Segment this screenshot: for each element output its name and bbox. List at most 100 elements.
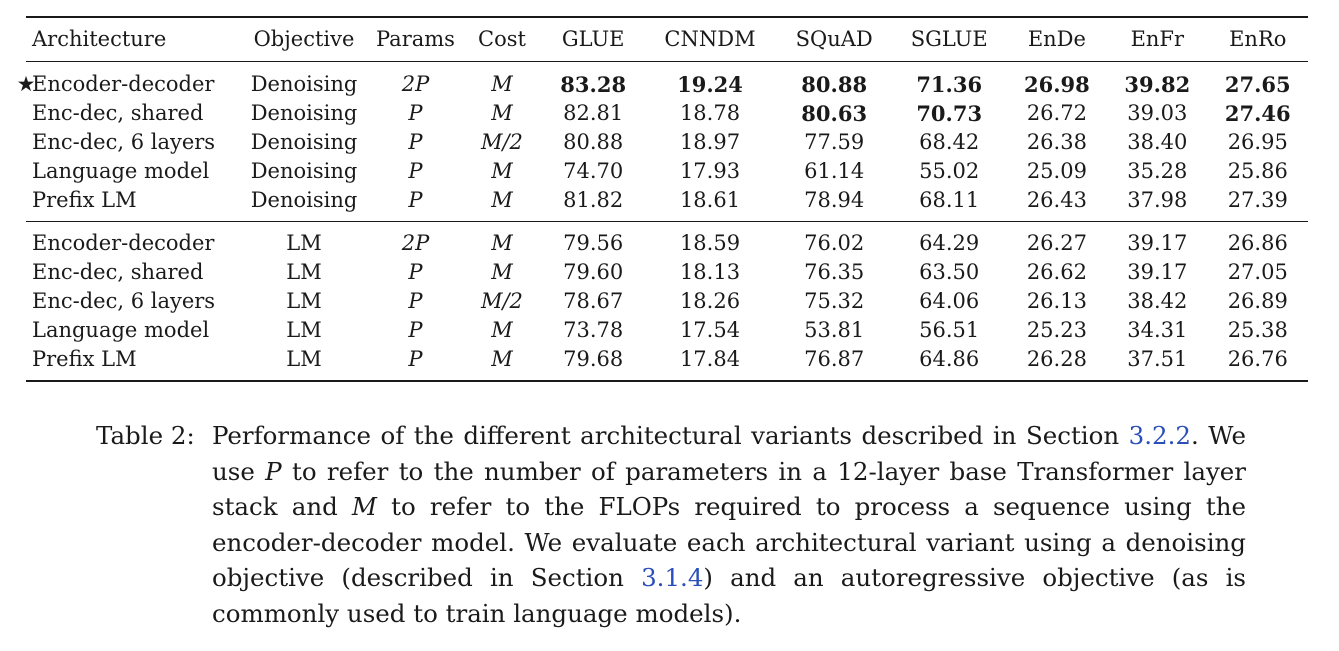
- table-row: Prefix LM LM P M 79.68 17.84 76.87 64.86 26.28 37…: [26, 345, 1308, 381]
- cell-sglue: 71.36: [916, 71, 983, 97]
- cell-squad: 76.02: [804, 230, 865, 255]
- cell-architecture: Prefix LM: [26, 345, 238, 381]
- caption-text-part: ) and an autoregressive objective (as is…: [212, 563, 1246, 628]
- cell-enro: 26.86: [1227, 230, 1288, 255]
- cell-squad: 80.63: [801, 100, 868, 126]
- table-row: Enc-dec, 6 layers LM P M/2 78.67 18.26 75.32 64…: [26, 287, 1308, 316]
- cell-params: P: [408, 158, 423, 183]
- header-enfr: EnFr: [1130, 26, 1185, 51]
- cell-enro: 27.39: [1227, 187, 1288, 212]
- cell-cost: M/2: [480, 129, 523, 154]
- cell-params: P: [408, 317, 423, 342]
- cell-cnndm: 18.26: [679, 288, 741, 313]
- table-caption: Table 2: Performance of the different ar…: [96, 418, 1246, 631]
- cell-architecture: Language model: [26, 157, 238, 186]
- results-table: Architecture Objective Params Cost GLUE …: [17, 16, 1308, 382]
- header-ende: EnDe: [1027, 26, 1086, 51]
- cell-squad: 76.87: [804, 346, 865, 371]
- cell-cnndm: 18.97: [679, 129, 741, 154]
- header-enro: EnRo: [1229, 26, 1287, 51]
- caption-text: Performance of the different architectur…: [212, 418, 1246, 631]
- cell-cost: M: [491, 187, 513, 212]
- cell-architecture: Enc-dec, 6 layers: [26, 128, 238, 157]
- table-header: Architecture Objective Params Cost GLUE …: [26, 17, 1308, 61]
- cell-enro: 25.38: [1227, 317, 1288, 342]
- cell-architecture: ★ Encoder-decoder: [17, 61, 238, 99]
- architecture-label: Language model: [32, 158, 210, 183]
- cell-enfr: 37.98: [1127, 187, 1188, 212]
- header-architecture: Architecture: [32, 26, 167, 51]
- cell-sglue: 68.11: [919, 187, 980, 212]
- cell-ende: 26.13: [1026, 288, 1087, 313]
- section-link-3-2-2[interactable]: 3.2.2: [1128, 421, 1192, 450]
- header-params: Params: [376, 26, 455, 51]
- cell-objective: Denoising: [250, 100, 358, 125]
- cell-enfr: 35.28: [1127, 158, 1188, 183]
- table-row: Language model LM P M 73.78 17.54 53.81 56.51 25…: [26, 316, 1308, 345]
- cell-cost: M: [491, 230, 513, 255]
- caption-text-part: . We use: [212, 421, 1246, 486]
- cell-ende: 25.09: [1026, 158, 1087, 183]
- cell-objective: Denoising: [250, 187, 358, 212]
- cell-sglue: 64.86: [919, 346, 980, 371]
- cell-cnndm: 17.54: [679, 317, 741, 342]
- cell-glue: 79.60: [563, 259, 624, 284]
- caption-text-part: to refer to the number of parameters in …: [212, 456, 1247, 522]
- cell-glue: 83.28: [560, 71, 627, 97]
- cell-architecture: Language model: [26, 316, 238, 345]
- cell-cost: M: [491, 158, 513, 183]
- cell-squad: 80.88: [801, 71, 868, 97]
- cell-glue: 79.68: [563, 346, 624, 371]
- cell-sglue: 64.29: [919, 230, 980, 255]
- section-link-3-1-4[interactable]: 3.1.4: [641, 563, 704, 592]
- cell-enro: 26.95: [1227, 129, 1288, 154]
- cell-ende: 26.98: [1024, 71, 1090, 97]
- table-row: Enc-dec, 6 layers Denoising P M/2 80.88 18.97…: [26, 128, 1308, 157]
- cell-params: 2P: [401, 71, 430, 96]
- cell-sglue: 68.42: [919, 129, 980, 154]
- architecture-label: Prefix LM: [32, 346, 137, 371]
- cell-cost: M: [491, 346, 513, 371]
- table-row: Prefix LM Denoising P M 81.82 18.61 78.94 68.11…: [26, 186, 1308, 222]
- architecture-label: Encoder-decoder: [32, 230, 215, 255]
- cell-cost: M: [491, 259, 513, 284]
- cell-enro: 26.76: [1227, 346, 1288, 371]
- cell-params: 2P: [401, 230, 430, 255]
- cell-objective: Denoising: [250, 71, 358, 96]
- cell-glue: 78.67: [563, 288, 624, 313]
- cell-squad: 61.14: [804, 158, 865, 183]
- table-row: Enc-dec, shared Denoising P M 82.81 18.78 80.6…: [26, 99, 1308, 128]
- cell-squad: 78.94: [804, 187, 865, 212]
- cell-objective: LM: [286, 346, 322, 371]
- cell-glue: 80.88: [563, 129, 624, 154]
- cell-cost: M: [491, 100, 513, 125]
- cell-architecture: Enc-dec, 6 layers: [26, 287, 238, 316]
- header-sglue: SGLUE: [910, 26, 988, 51]
- cell-enfr: 38.42: [1127, 288, 1188, 313]
- cell-objective: Denoising: [250, 129, 358, 154]
- table-row: Encoder-decoder LM 2P M 79.56 18.59 76.02 64.29…: [26, 221, 1308, 258]
- lm-group: Encoder-decoder LM 2P M 79.56 18.59 76.02 64.29…: [26, 221, 1308, 381]
- cell-architecture: Enc-dec, shared: [26, 99, 238, 128]
- caption-text-part: Performance of the different architectur…: [212, 421, 1129, 450]
- cell-params: P: [408, 259, 423, 284]
- header-cost: Cost: [478, 26, 526, 51]
- header-cnndm: CNNDM: [664, 26, 756, 51]
- table-row: Enc-dec, shared LM P M 79.60 18.13 76.35 63.50 2…: [26, 258, 1308, 287]
- header-glue: GLUE: [561, 26, 625, 51]
- cell-squad: 75.32: [804, 288, 865, 313]
- cell-enro: 27.05: [1227, 259, 1288, 284]
- cell-squad: 77.59: [804, 129, 865, 154]
- cell-ende: 26.62: [1026, 259, 1087, 284]
- results-table-container: Architecture Objective Params Cost GLUE …: [17, 16, 1308, 382]
- denoising-group: ★ Encoder-decoder Denoising 2P M 83.28 19.24 80…: [17, 61, 1308, 222]
- cell-sglue: 64.06: [919, 288, 980, 313]
- cell-params: P: [408, 129, 423, 154]
- table-row: Language model Denoising P M 74.70 17.93 61.14…: [26, 157, 1308, 186]
- cell-ende: 26.38: [1026, 129, 1087, 154]
- header-squad: SQuAD: [795, 26, 873, 51]
- cell-enro: 27.46: [1224, 100, 1291, 126]
- cell-cnndm: 18.78: [679, 100, 741, 125]
- architecture-label: Prefix LM: [32, 187, 137, 212]
- architecture-label: Enc-dec, 6 layers: [32, 288, 216, 313]
